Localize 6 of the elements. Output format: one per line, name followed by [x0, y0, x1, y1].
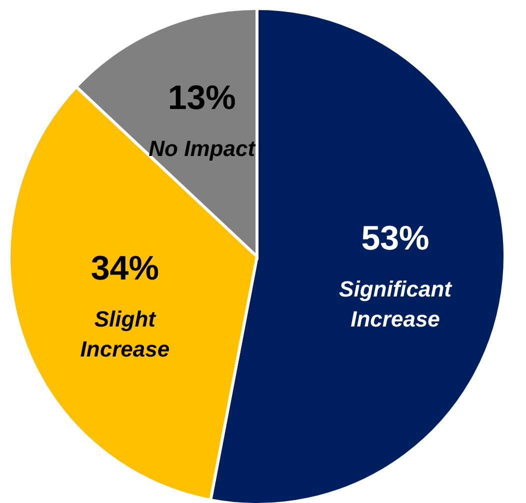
slice-label: Slight Increase	[80, 306, 170, 362]
slice-label: Significant Increase	[339, 276, 454, 332]
data-label: 53%	[361, 220, 430, 258]
data-label: 34%	[90, 249, 159, 288]
slice-label: No Impact	[148, 136, 257, 162]
data-label: 13%	[168, 79, 236, 118]
